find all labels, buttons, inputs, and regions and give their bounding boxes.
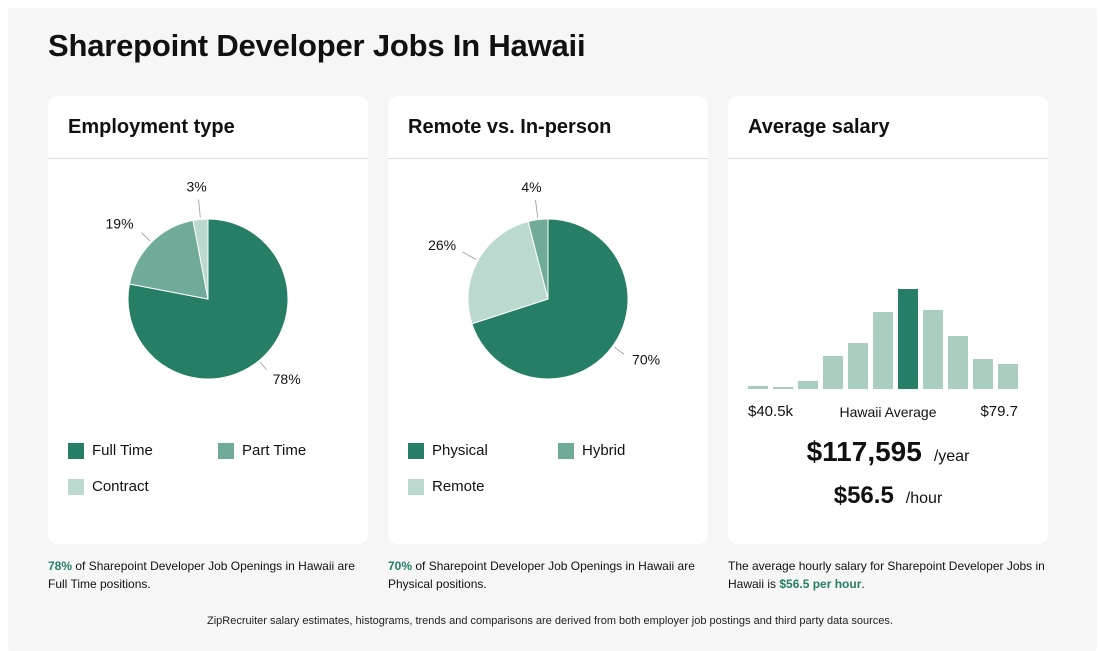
pie-leader-line-hybrid (535, 199, 539, 218)
pie-slice-hybrid (527, 218, 549, 300)
histogram-bar (798, 381, 818, 389)
histogram-bar (998, 364, 1018, 389)
legend-item-physical: Physical (408, 442, 488, 459)
legend-label-part-time: Part Time (242, 442, 307, 459)
pie-leader-line-part-time (141, 232, 151, 242)
average-salary-caption: The average hourly salary for Sharepoint… (728, 557, 1048, 593)
legend-item-hybrid: Hybrid (558, 442, 625, 459)
histogram-bar (948, 336, 968, 389)
pie-label-full-time: 78% (273, 371, 301, 387)
pie-label-physical: 70% (632, 351, 660, 367)
pie-slice-contract (192, 218, 209, 300)
histogram-bar (823, 356, 843, 389)
legend-label-contract: Contract (92, 478, 149, 495)
hourly-salary-unit: /hour (905, 490, 943, 507)
card-divider (388, 158, 708, 159)
pie-label-remote: 26% (428, 237, 456, 253)
legend-label-physical: Physical (432, 442, 488, 459)
employment-caption-text: of Sharepoint Developer Job Openings in … (48, 559, 355, 591)
histogram-max-label: $79.7 (980, 403, 1018, 420)
salary-caption-value: $56.5 per hour (779, 577, 862, 591)
card-divider (728, 158, 1048, 159)
employment-caption-percent: 78% (48, 559, 73, 573)
salary-histogram (748, 289, 1018, 389)
employment-type-title: Employment type (68, 116, 235, 138)
histogram-bar (848, 343, 868, 389)
legend-item-part-time: Part Time (218, 442, 306, 459)
pie-leader-line-remote (461, 251, 477, 260)
remote-caption-percent: 70% (388, 559, 413, 573)
salary-caption-end: . (861, 577, 865, 591)
yearly-salary-unit: /year (933, 448, 970, 465)
pie-leader-line-full-time (259, 361, 267, 371)
remote-vs-in-person-card: Remote vs. In-person 70% 26% 4% Physical H… (388, 96, 708, 544)
average-salary-card: Average salary $40.5k Hawaii Average $79… (728, 96, 1048, 544)
histogram-bar (873, 312, 893, 389)
pie-label-hybrid: 4% (521, 179, 541, 195)
pie-leader-line-physical (614, 346, 625, 355)
histogram-bar (923, 310, 943, 389)
histogram-bar (748, 386, 768, 389)
histogram-bar (773, 387, 793, 389)
footer-disclaimer: ZipRecruiter salary estimates, histogram… (207, 615, 893, 627)
page-title: Sharepoint Developer Jobs In Hawaii (48, 28, 586, 63)
histogram-average-label: Hawaii Average (839, 404, 937, 420)
employment-type-pie-chart: 78% 19% 3% (106, 178, 301, 387)
card-divider (48, 158, 368, 159)
remote-caption-text: of Sharepoint Developer Job Openings in … (388, 559, 695, 591)
yearly-salary-value: $117,595 (806, 436, 922, 467)
legend-swatch-contract (68, 478, 84, 495)
legend-item-full-time: Full Time (68, 442, 153, 459)
legend-label-full-time: Full Time (92, 442, 153, 459)
pie-slice-part-time (128, 219, 209, 300)
remote-vs-in-person-pie-chart: 70% 26% 4% (428, 179, 660, 380)
employment-type-caption: 78% of Sharepoint Developer Job Openings… (48, 557, 368, 593)
pie-leader-line-contract (198, 199, 201, 218)
employment-type-card: Employment type 78% 19% 3% Full Time Part … (48, 96, 368, 544)
pie-slice-remote (467, 220, 549, 325)
legend-swatch-remote (408, 478, 424, 495)
hourly-salary-value: $56.5 (833, 482, 894, 509)
pie-slice-physical (471, 218, 629, 380)
pie-label-part-time: 19% (106, 216, 134, 232)
pie-label-contract: 3% (186, 178, 206, 194)
remote-vs-in-person-caption: 70% of Sharepoint Developer Job Openings… (388, 557, 708, 593)
histogram-bar (973, 359, 993, 389)
hourly-salary: $56.5 /hour (728, 482, 1048, 510)
legend-swatch-physical (408, 442, 424, 459)
legend-swatch-full-time (68, 442, 84, 459)
histogram-min-label: $40.5k (748, 403, 794, 420)
average-salary-title: Average salary (748, 116, 890, 138)
legend-item-contract: Contract (68, 478, 149, 495)
legend-item-remote: Remote (408, 478, 485, 495)
remote-vs-in-person-title: Remote vs. In-person (408, 116, 612, 138)
legend-swatch-part-time (218, 442, 234, 459)
histogram-bar (898, 289, 918, 389)
legend-swatch-hybrid (558, 442, 574, 459)
salary-caption-text: The average hourly salary for Sharepoint… (728, 559, 1045, 591)
yearly-salary: $117,595 /year (728, 436, 1048, 468)
legend-label-remote: Remote (432, 478, 485, 495)
legend-label-hybrid: Hybrid (582, 442, 626, 459)
